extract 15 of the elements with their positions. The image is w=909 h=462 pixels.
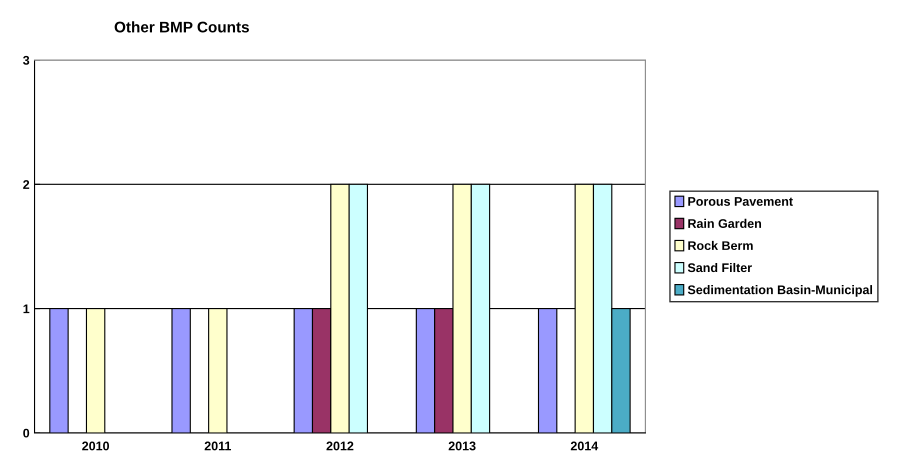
y-tick-label: 0 — [23, 428, 30, 438]
legend-label: Porous Pavement — [688, 197, 793, 206]
legend-label: Rock Berm — [688, 240, 753, 250]
chart-title: Other BMP Counts — [114, 21, 249, 32]
y-tick-label: 3 — [23, 56, 30, 65]
legend-label: Rain Garden — [688, 218, 762, 228]
x-tick-label: 2014 — [570, 442, 598, 450]
y-tick-label: 1 — [24, 304, 30, 314]
x-tick-label: 2013 — [448, 442, 476, 450]
legend-label: Sand Filter — [688, 262, 752, 272]
x-tick-label: 2011 — [204, 442, 232, 450]
x-tick-label: 2012 — [326, 442, 354, 450]
legend-label: Sedimentation Basin-Municipal — [688, 285, 872, 297]
y-tick-label: 2 — [23, 180, 30, 189]
x-tick-label: 2010 — [82, 442, 110, 450]
